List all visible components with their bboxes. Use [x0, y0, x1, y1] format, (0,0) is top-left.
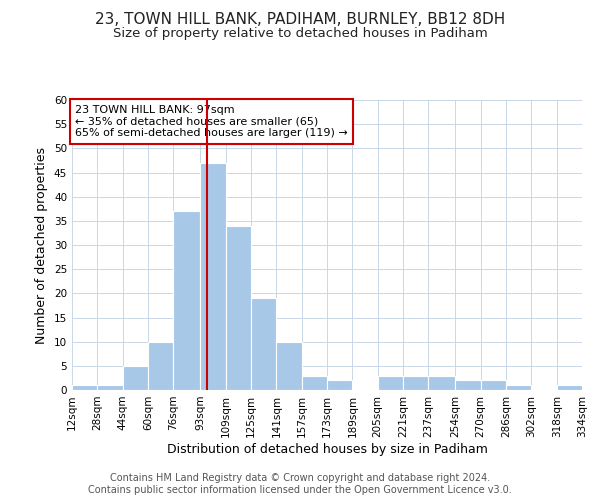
Text: 23 TOWN HILL BANK: 97sqm
← 35% of detached houses are smaller (65)
65% of semi-d: 23 TOWN HILL BANK: 97sqm ← 35% of detach…: [75, 105, 348, 138]
Text: 23, TOWN HILL BANK, PADIHAM, BURNLEY, BB12 8DH: 23, TOWN HILL BANK, PADIHAM, BURNLEY, BB…: [95, 12, 505, 28]
Bar: [148, 342, 173, 390]
Bar: [557, 385, 582, 390]
Bar: [277, 342, 302, 390]
Bar: [377, 376, 403, 390]
Bar: [251, 298, 277, 390]
Bar: [72, 385, 97, 390]
Text: Contains HM Land Registry data © Crown copyright and database right 2024.
Contai: Contains HM Land Registry data © Crown c…: [88, 474, 512, 495]
Bar: [403, 376, 428, 390]
Bar: [226, 226, 251, 390]
Bar: [327, 380, 352, 390]
Bar: [200, 163, 226, 390]
Text: Size of property relative to detached houses in Padiham: Size of property relative to detached ho…: [113, 28, 487, 40]
Bar: [428, 376, 455, 390]
Bar: [481, 380, 506, 390]
Bar: [302, 376, 327, 390]
Bar: [506, 385, 532, 390]
X-axis label: Distribution of detached houses by size in Padiham: Distribution of detached houses by size …: [167, 442, 487, 456]
Bar: [122, 366, 148, 390]
Bar: [97, 385, 122, 390]
Y-axis label: Number of detached properties: Number of detached properties: [35, 146, 49, 344]
Bar: [455, 380, 481, 390]
Bar: [173, 211, 200, 390]
